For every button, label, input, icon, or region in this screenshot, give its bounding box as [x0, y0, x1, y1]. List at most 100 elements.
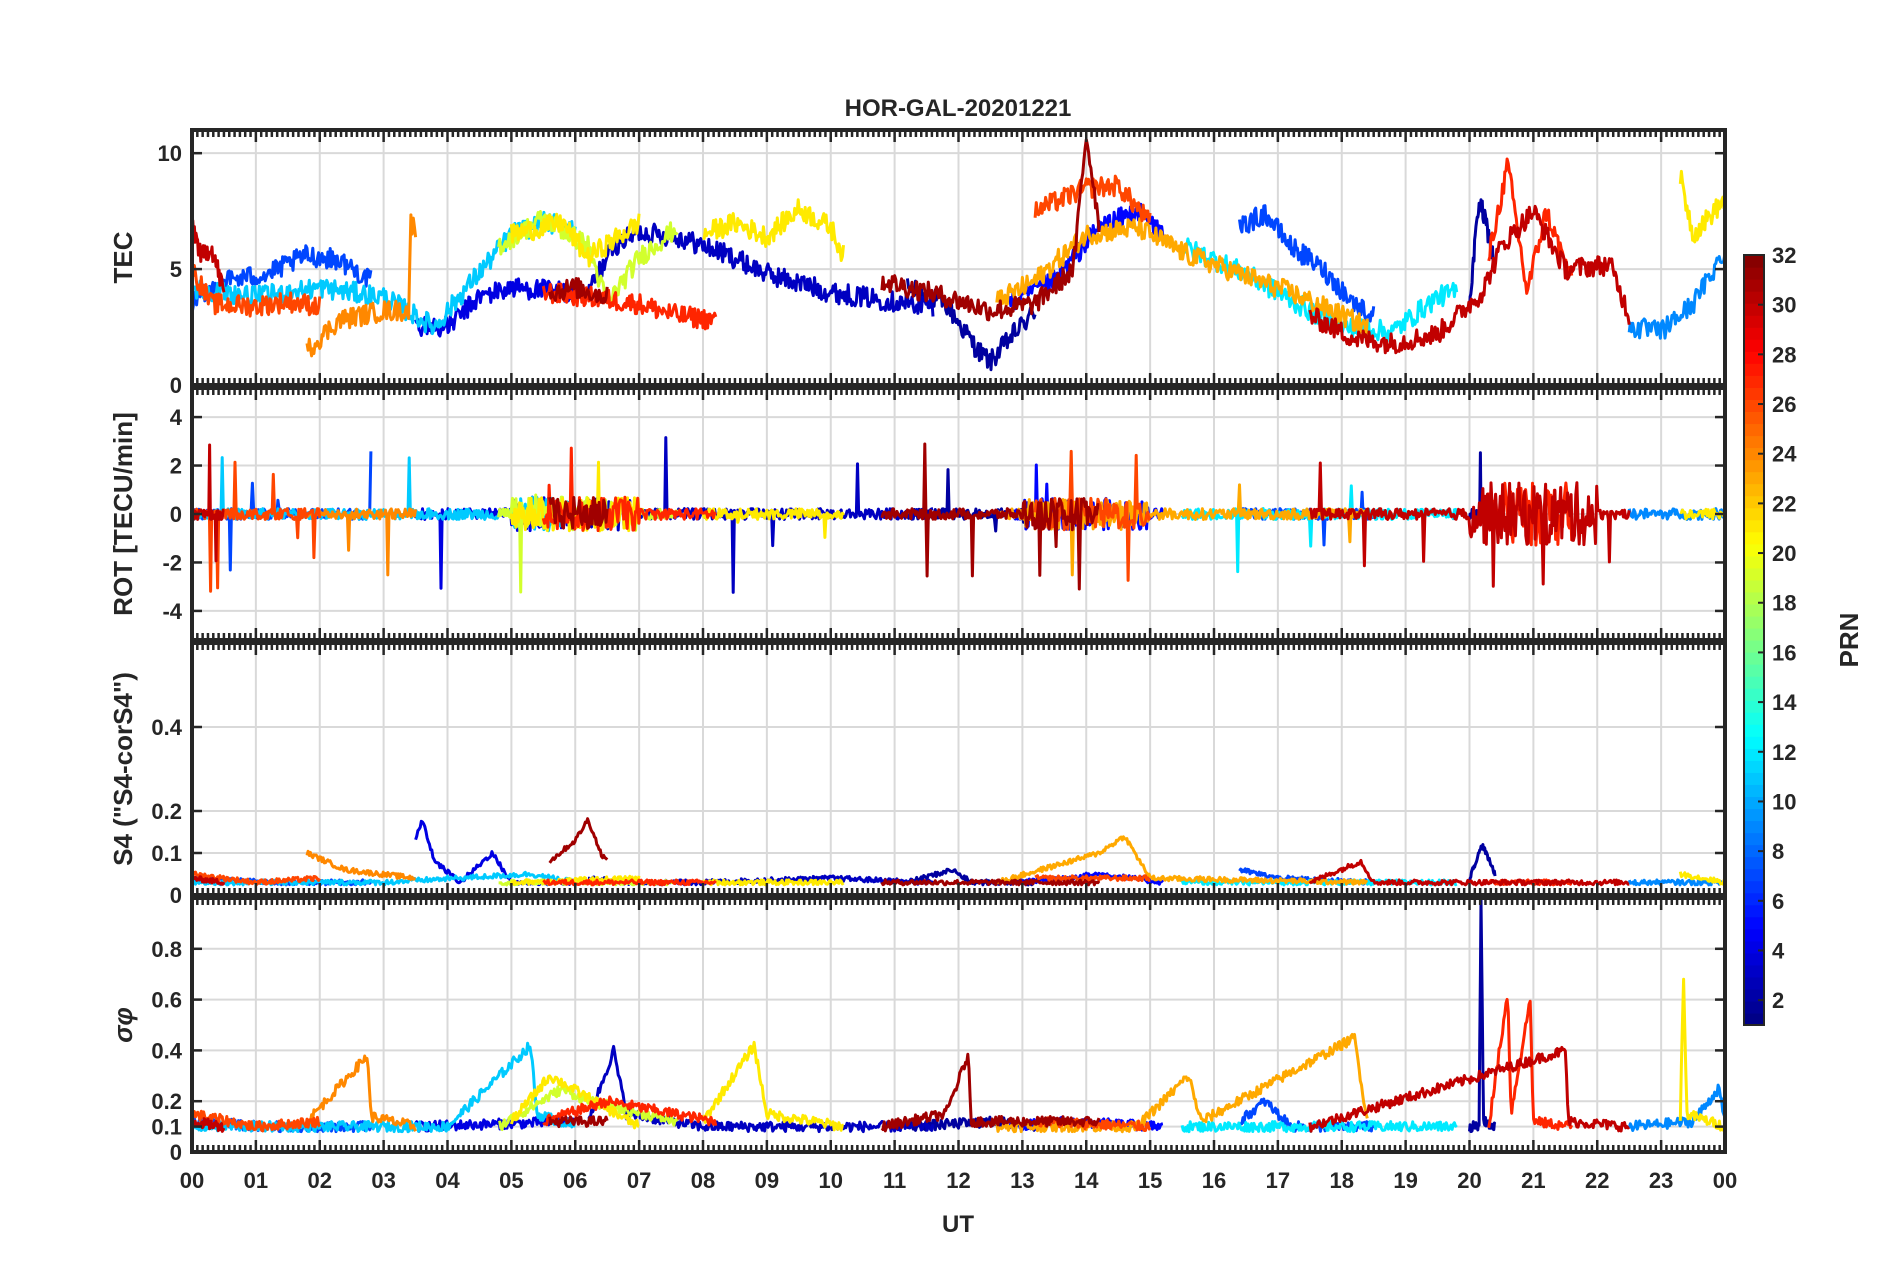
- panel-tec: 0 5 10 TEC: [108, 128, 1727, 398]
- series-line-prn-31: [880, 1052, 1101, 1133]
- colorbar-segment: [1744, 459, 1764, 473]
- x-ticks-rot: [190, 388, 1727, 640]
- x-tick-label: 19: [1393, 1168, 1417, 1193]
- x-tick-label: 14: [1074, 1168, 1099, 1193]
- x-tick-label: 16: [1202, 1168, 1226, 1193]
- series-line-prn-30: [192, 218, 226, 293]
- x-tick-label: 03: [371, 1168, 395, 1193]
- y-tick-label-rot: 0: [170, 502, 182, 527]
- colorbar-segment: [1744, 928, 1764, 942]
- x-ticks-tec: [190, 130, 1727, 385]
- series-line-prn-31: [548, 496, 609, 530]
- series-line-prn-24: [305, 1054, 417, 1132]
- series-group-rot: [192, 436, 1725, 594]
- colorbar-segment: [1744, 399, 1764, 413]
- colorbar-segment: [1744, 267, 1764, 280]
- colorbar-segment: [1744, 820, 1764, 834]
- series-line-prn-24: [305, 849, 416, 881]
- colorbar-segment: [1744, 664, 1764, 677]
- series-line-prn-31: [880, 442, 1100, 591]
- colorbar-segment: [1744, 315, 1764, 328]
- series-line-prn-30: [1308, 1045, 1630, 1133]
- x-tick-label: 01: [244, 1168, 268, 1193]
- colorbar-tick-label: 8: [1772, 839, 1784, 864]
- y-tick-label-s4: 0.1: [151, 841, 182, 866]
- colorbar-segment: [1744, 868, 1764, 882]
- series-line-prn-26: [192, 264, 322, 318]
- colorbar-tick-label: 32: [1772, 243, 1796, 268]
- series-line-prn-26: [1034, 874, 1151, 883]
- colorbar-segment: [1744, 772, 1764, 785]
- x-tick-label: 11: [883, 1168, 906, 1193]
- series-line-prn-27: [1487, 997, 1574, 1131]
- series-line-prn-24: [305, 213, 418, 358]
- colorbar-segment: [1744, 640, 1764, 653]
- colorbar-segment: [1744, 1000, 1764, 1014]
- colorbar-segment: [1744, 483, 1764, 497]
- x-tick-labels: 00 01 02 03 04 05 06 07 08 09 10 11 12 13 14 15 16 17 18 19…: [180, 1168, 1737, 1193]
- colorbar-segment: [1744, 796, 1764, 810]
- panel-sigma: 00.10.2 0.4 0.6 0.8 σφ: [108, 896, 1727, 1165]
- series-line-prn-27: [541, 282, 718, 331]
- colorbar-segment: [1744, 676, 1764, 689]
- colorbar-segment: [1744, 495, 1764, 509]
- series-line-prn-23: [995, 835, 1369, 886]
- series-line-prn-21: [1678, 977, 1725, 1132]
- colorbar-segment: [1744, 471, 1764, 485]
- series-line-prn-30: [192, 875, 226, 886]
- colorbar-frame: [1743, 254, 1765, 1026]
- series-line-prn-26: [192, 870, 322, 886]
- colorbar-tick-label: 20: [1772, 541, 1796, 566]
- y-tick-label-s4: 0.2: [151, 799, 182, 824]
- series-line-prn-26: [192, 1109, 322, 1133]
- colorbar-segment: [1744, 627, 1764, 641]
- colorbar-segment: [1744, 748, 1764, 761]
- series-line-prn-31: [548, 1115, 609, 1129]
- series-line-prn-27: [542, 878, 717, 887]
- series-line-prn-30: [192, 443, 225, 563]
- colorbar-segment: [1744, 964, 1764, 978]
- x-ticks-s4: [190, 643, 1727, 895]
- colorbar-segment: [1744, 507, 1764, 521]
- colorbar-tick-label: 6: [1772, 889, 1784, 914]
- y-tick-label-s4: 0: [170, 883, 182, 908]
- series-line-prn-27: [542, 1095, 718, 1127]
- series-line-prn-30: [1308, 858, 1630, 887]
- colorbar-segment: [1744, 892, 1764, 906]
- colorbar-segment: [1744, 363, 1764, 376]
- colorbar-segment: [1744, 603, 1764, 617]
- panel-rot: -4 -2 0 2 4 ROT [TECU/min]: [108, 386, 1727, 642]
- series-line-prn-2: [1468, 898, 1497, 1133]
- series-line-prn-30: [1308, 204, 1631, 355]
- colorbar-segment: [1744, 351, 1764, 364]
- series-line-prn-9: [1627, 252, 1725, 340]
- series-line-prn-31: [548, 817, 609, 864]
- y-axis-label-rot: ROT [TECU/min]: [108, 412, 138, 616]
- colorbar-segment: [1744, 303, 1764, 316]
- series-line-prn-21: [509, 1074, 640, 1130]
- x-tick-label: 17: [1266, 1168, 1290, 1193]
- series-line-prn-21: [1678, 169, 1725, 244]
- series-line-prn-31: [880, 878, 1101, 887]
- colorbar-segment: [1744, 760, 1764, 773]
- colorbar-tick-label: 30: [1772, 293, 1796, 318]
- colorbar-segment: [1744, 543, 1764, 557]
- series-line-prn-23: [995, 483, 1369, 577]
- x-tick-label: 08: [691, 1168, 715, 1193]
- colorbar-segment: [1744, 519, 1764, 533]
- series-line-prn-21: [701, 507, 845, 539]
- colorbar-segment: [1744, 435, 1764, 449]
- x-tick-label: 15: [1138, 1168, 1162, 1193]
- y-tick-label-rot: 2: [170, 454, 182, 479]
- colorbar-segment: [1744, 856, 1764, 870]
- y-tick-label-sigma: 0.2: [151, 1089, 182, 1114]
- x-tick-label: 18: [1330, 1168, 1354, 1193]
- colorbar-segment: [1744, 952, 1764, 966]
- y-tick-label-tec: 0: [170, 373, 182, 398]
- series-line-prn-21: [510, 874, 641, 886]
- colorbar-tick-label: 28: [1772, 342, 1796, 367]
- x-tick-label: 10: [819, 1168, 843, 1193]
- colorbar-segment: [1744, 579, 1764, 593]
- y-tick-label-tec: 5: [170, 257, 182, 282]
- colorbar-segment: [1744, 291, 1764, 304]
